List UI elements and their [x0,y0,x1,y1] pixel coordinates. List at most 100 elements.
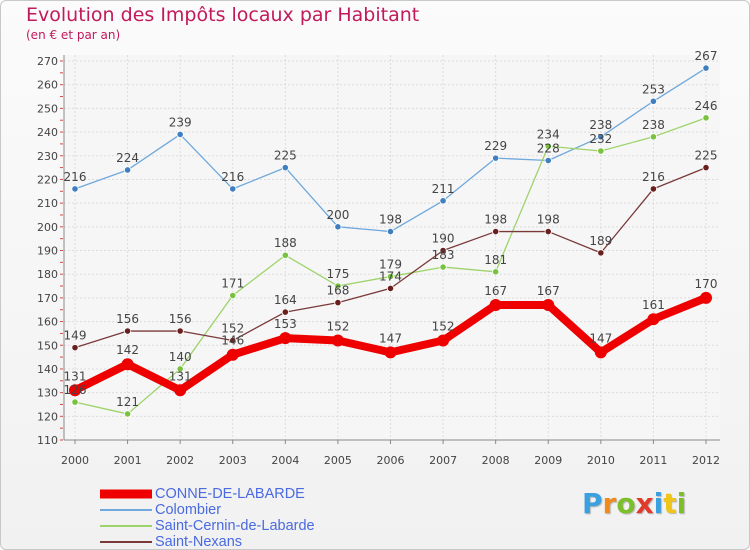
data-label-colombier: 211 [432,182,455,196]
data-label-conne-de-labarde: 153 [274,317,297,331]
x-tick-label: 2006 [377,454,405,467]
data-point-colombier [702,64,710,72]
y-tick-label: 270 [37,55,58,68]
data-label-saint-nexans: 156 [169,312,192,326]
data-point-saint-cernin-de-labarde [649,133,658,141]
data-label-saint-nexans: 190 [432,232,455,246]
data-point-conne-de-labarde [700,291,712,304]
data-point-colombier [229,185,237,193]
data-label-conne-de-labarde: 167 [537,284,560,298]
data-point-saint-cernin-de-labarde [229,291,237,300]
data-point-saint-nexans [123,327,132,335]
data-label-saint-cernin-de-labarde: 188 [274,236,297,250]
data-label-colombier: 198 [379,213,402,227]
data-label-conne-de-labarde: 147 [589,331,612,345]
data-label-saint-cernin-de-labarde: 171 [221,277,244,291]
data-point-saint-cernin-de-labarde [544,142,552,150]
data-label-conne-de-labarde: 131 [64,369,87,383]
data-point-colombier [71,185,79,193]
data-label-saint-cernin-de-labarde: 238 [642,118,665,132]
data-point-conne-de-labarde [594,346,607,359]
data-label-colombier: 267 [695,49,718,63]
y-tick-label: 160 [37,316,58,329]
data-label-saint-nexans: 216 [642,170,665,184]
data-point-conne-de-labarde [489,298,502,311]
x-tick-label: 2004 [271,454,299,467]
data-point-colombier [492,154,500,162]
logo-letter: r [602,487,617,520]
logo-letter: x [635,487,654,520]
data-point-saint-cernin-de-labarde [702,114,710,122]
data-label-saint-cernin-de-labarde: 183 [432,248,455,262]
data-point-saint-cernin-de-labarde [597,147,605,155]
logo-letter: i [653,487,664,520]
data-label-saint-nexans: 189 [589,234,612,248]
y-tick-label: 110 [37,434,58,447]
data-label-saint-nexans: 164 [274,293,297,307]
x-tick-label: 2003 [219,454,247,467]
legend-swatch [100,509,152,511]
data-label-saint-cernin-de-labarde: 246 [695,99,718,113]
data-point-saint-cernin-de-labarde [439,263,447,271]
data-point-conne-de-labarde [542,298,555,311]
data-label-saint-nexans: 198 [484,213,507,227]
plot-area [64,55,720,440]
data-label-colombier: 239 [169,115,192,129]
data-label-colombier: 228 [537,141,560,155]
x-tick-label: 2008 [482,454,510,467]
logo-letter: t [663,487,677,520]
chart-title: Evolution des Impôts locaux par Habitant [26,4,420,26]
y-tick-label: 240 [37,126,58,139]
data-label-saint-cernin-de-labarde: 126 [64,383,87,397]
data-point-saint-cernin-de-labarde [281,251,289,259]
data-label-saint-cernin-de-labarde: 121 [116,395,139,409]
data-point-colombier [544,156,552,165]
data-point-saint-cernin-de-labarde [386,272,395,281]
data-label-saint-nexans: 156 [116,312,139,326]
data-point-conne-de-labarde [331,334,344,347]
data-point-conne-de-labarde [384,346,397,359]
x-tick-label: 2010 [587,454,615,467]
data-label-colombier: 253 [642,82,665,96]
data-point-conne-de-labarde [174,384,187,397]
data-point-saint-nexans [439,246,447,255]
data-label-colombier: 229 [484,139,507,153]
x-tick-label: 2005 [324,454,352,467]
data-point-saint-nexans [649,185,658,193]
data-point-colombier [281,163,289,172]
data-label-conne-de-labarde: 147 [379,331,402,345]
data-label-saint-cernin-de-labarde: 181 [484,253,507,267]
y-tick-label: 170 [37,292,58,305]
data-label-saint-nexans: 149 [64,329,87,343]
data-label-saint-nexans: 198 [537,213,560,227]
logo-letter: i [676,487,687,520]
data-label-conne-de-labarde: 131 [169,369,192,383]
data-point-conne-de-labarde [226,348,239,361]
data-label-colombier: 238 [589,118,612,132]
y-tick-label: 210 [37,197,58,210]
legend-swatch [100,541,152,543]
data-point-colombier [597,133,605,141]
data-point-saint-nexans [386,284,395,292]
data-point-saint-cernin-de-labarde [492,268,500,276]
data-point-saint-cernin-de-labarde [334,282,342,290]
data-label-conne-de-labarde: 167 [484,284,507,298]
data-point-saint-cernin-de-labarde [123,410,132,418]
data-point-colombier [439,197,447,205]
data-label-colombier: 200 [326,208,349,222]
data-label-saint-cernin-de-labarde: 232 [589,132,612,146]
data-point-saint-nexans [229,336,237,345]
data-label-saint-cernin-de-labarde: 175 [326,267,349,281]
data-label-saint-cernin-de-labarde: 234 [537,127,560,141]
y-tick-label: 150 [37,339,58,352]
data-point-saint-nexans [702,163,710,172]
y-tick-label: 250 [37,102,58,115]
data-label-colombier: 216 [221,170,244,184]
data-label-saint-nexans: 174 [379,269,402,283]
x-tick-label: 2001 [114,454,142,467]
data-point-saint-nexans [334,299,342,307]
data-point-colombier [176,130,184,139]
data-label-saint-cernin-de-labarde: 179 [379,258,402,272]
data-label-colombier: 225 [274,149,297,163]
proxiti-logo: Proxiti [582,487,686,520]
